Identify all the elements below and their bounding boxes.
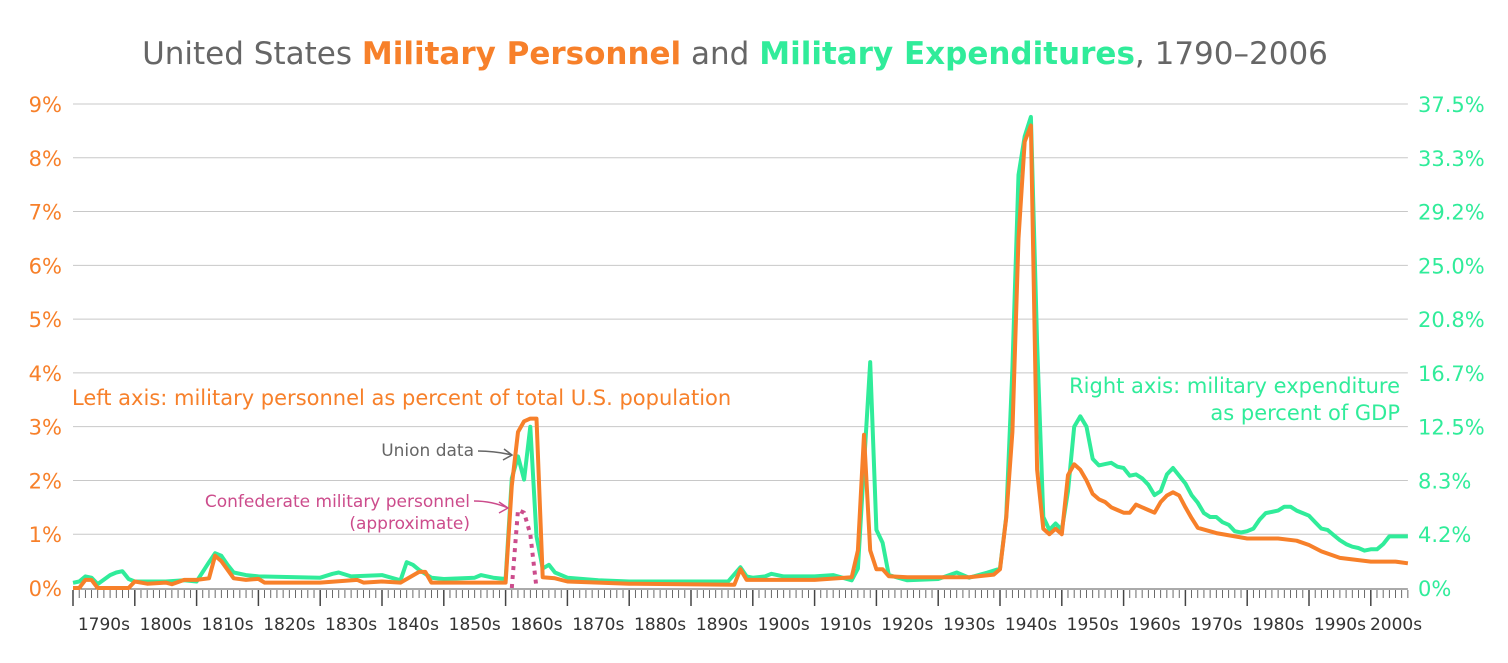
left-tick-label: 3% <box>29 416 62 440</box>
left-axis-label: Left axis: military personnel as percent… <box>72 386 731 410</box>
x-tick-label: 1910s <box>819 615 871 635</box>
left-tick-label: 0% <box>29 577 62 601</box>
x-tick-label: 1900s <box>758 615 810 635</box>
right-axis-label-line1: Right axis: military expenditure <box>1069 374 1400 398</box>
union-annotation: Union data <box>381 441 474 461</box>
right-tick-label: 0% <box>1418 577 1451 601</box>
right-tick-label: 37.5% <box>1418 93 1485 117</box>
x-tick-label: 1970s <box>1190 615 1242 635</box>
left-tick-label: 1% <box>29 523 62 547</box>
right-tick-label: 33.3% <box>1418 147 1485 171</box>
x-tick-label: 1960s <box>1128 615 1180 635</box>
confederate-arrow <box>473 500 510 514</box>
x-tick-label: 1920s <box>881 615 933 635</box>
x-tick-label: 1950s <box>1067 615 1119 635</box>
right-axis-label-line2: as percent of GDP <box>1210 401 1400 425</box>
left-tick-label: 7% <box>29 201 62 225</box>
x-tick-label: 1850s <box>449 615 501 635</box>
x-tick-label: 1800s <box>140 615 192 635</box>
right-tick-label: 16.7% <box>1418 362 1485 386</box>
right-tick-label: 12.5% <box>1418 416 1485 440</box>
x-tick-label: 1890s <box>696 615 748 635</box>
left-tick-label: 9% <box>29 93 62 117</box>
right-tick-label: 4.2% <box>1418 523 1471 547</box>
right-tick-label: 25.0% <box>1418 254 1485 278</box>
x-tick-label: 1820s <box>263 615 315 635</box>
x-tick-label: 1840s <box>387 615 439 635</box>
right-tick-label: 29.2% <box>1418 201 1485 225</box>
chart-title: United States Military Personnel and Mil… <box>142 36 1328 72</box>
left-tick-label: 8% <box>29 147 62 171</box>
personnel-line <box>73 123 1409 590</box>
x-tick-label: 1810s <box>201 615 253 635</box>
confederate-line <box>509 508 539 589</box>
right-tick-label: 8.3% <box>1418 469 1471 493</box>
left-tick-label: 2% <box>29 469 62 493</box>
x-tick-label: 1870s <box>572 615 624 635</box>
x-tick-label: 1830s <box>325 615 377 635</box>
x-tick-label: 1790s <box>78 615 130 635</box>
left-tick-label: 4% <box>29 362 62 386</box>
union-arrow <box>477 448 514 461</box>
confederate-annotation-line1: Confederate military personnel <box>205 492 470 512</box>
x-tick-label: 1880s <box>634 615 686 635</box>
confederate-annotation-line2: (approximate) <box>349 514 470 534</box>
expenditure-line <box>72 114 1408 587</box>
left-tick-label: 6% <box>29 254 62 278</box>
left-tick-label: 5% <box>29 308 62 332</box>
right-tick-label: 20.8% <box>1418 308 1485 332</box>
x-tick-label: 1980s <box>1252 615 1304 635</box>
x-tick-label: 2000s <box>1370 615 1422 635</box>
x-tick-label: 1930s <box>943 615 995 635</box>
x-tick-label: 1860s <box>510 615 562 635</box>
x-tick-label: 1940s <box>1005 615 1057 635</box>
x-tick-label: 1990s <box>1314 615 1366 635</box>
